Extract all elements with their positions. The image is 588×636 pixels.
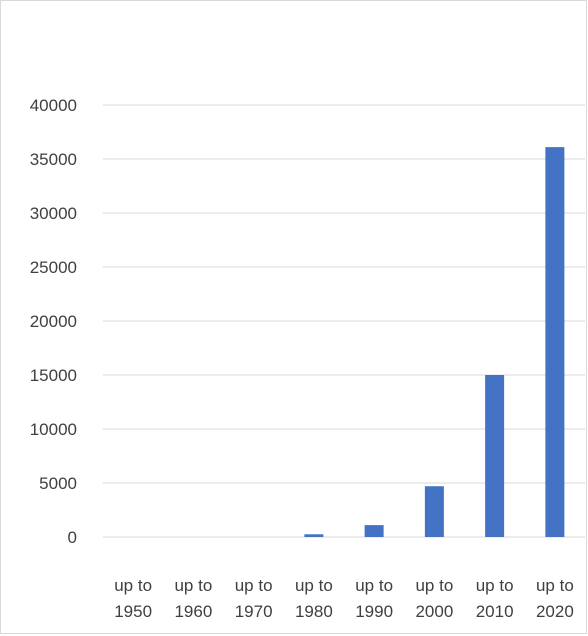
x-tick-label: up to 1970 — [235, 576, 273, 621]
bar-up-to-1990 — [364, 525, 384, 537]
x-tick-label: up to 1980 — [295, 576, 333, 621]
bars — [304, 147, 565, 537]
x-tick-label: up to 1990 — [355, 576, 393, 621]
y-axis-tick-labels: 0 5000 10000 15000 20000 25000 30000 35000 40000 — [30, 96, 77, 547]
y-tick-label: 5000 — [39, 474, 77, 493]
x-tick-label: up to 1960 — [174, 576, 212, 621]
x-tick-label: up to 2010 — [476, 576, 514, 621]
x-tick-label: up to 1950 — [114, 576, 152, 621]
y-tick-label: 15000 — [30, 366, 77, 385]
x-axis-tick-labels: up to 1950 up to 1960 up to 1970 up to 1980 up t… — [114, 576, 574, 621]
gridlines — [103, 104, 585, 538]
y-tick-label: 0 — [68, 528, 77, 547]
y-tick-label: 40000 — [30, 96, 77, 115]
y-tick-label: 10000 — [30, 420, 77, 439]
y-tick-label: 30000 — [30, 204, 77, 223]
bar-up-to-2020 — [545, 147, 565, 537]
bar-up-to-2010 — [485, 375, 505, 537]
x-tick-label: up to 2020 — [536, 576, 574, 621]
bar-up-to-2000 — [424, 486, 444, 537]
x-tick-label: up to 2000 — [415, 576, 453, 621]
bar-up-to-1980 — [304, 534, 324, 537]
y-tick-label: 35000 — [30, 150, 77, 169]
y-tick-label: 20000 — [30, 312, 77, 331]
y-tick-label: 25000 — [30, 258, 77, 277]
